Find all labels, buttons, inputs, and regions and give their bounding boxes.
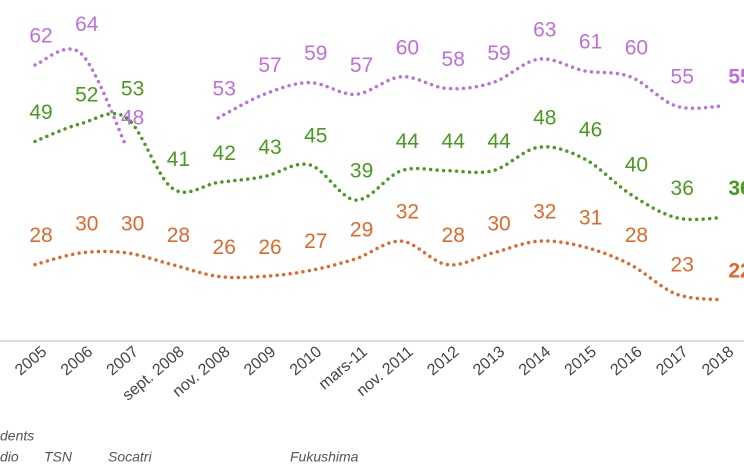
x-tick-label: 2012 <box>424 343 462 379</box>
value-label: 46 <box>579 118 602 141</box>
x-tick-label: 2013 <box>470 343 508 379</box>
series-line <box>33 239 724 302</box>
annotation: Fukushima <box>290 449 359 465</box>
value-label: 44 <box>442 130 466 153</box>
value-label: 28 <box>625 224 648 247</box>
value-label: 39 <box>350 160 373 183</box>
x-tick-label: 2017 <box>653 343 691 379</box>
value-label: 32 <box>533 201 556 224</box>
value-label: 61 <box>579 30 602 53</box>
value-label: 57 <box>350 54 373 77</box>
value-label: 32 <box>396 201 419 224</box>
value-label: 22 <box>728 259 744 282</box>
value-label: 64 <box>75 13 99 36</box>
x-tick-label: 2006 <box>58 343 96 379</box>
value-label: 52 <box>75 83 98 106</box>
x-tick-label: 2018 <box>699 343 737 379</box>
value-label: 45 <box>304 124 327 147</box>
value-label: 30 <box>75 212 98 235</box>
value-label: 30 <box>121 212 144 235</box>
value-label: 59 <box>304 42 327 65</box>
value-label: 44 <box>396 130 420 153</box>
value-label: 28 <box>442 224 465 247</box>
value-label: 30 <box>487 212 510 235</box>
value-label: 60 <box>625 36 648 59</box>
value-label: 58 <box>442 48 465 71</box>
value-label: 55 <box>728 66 744 89</box>
value-label: 48 <box>533 107 556 130</box>
series-line <box>216 57 724 120</box>
value-label: 31 <box>579 207 602 230</box>
x-tick-label: 2014 <box>516 343 554 379</box>
value-label: 43 <box>258 136 281 159</box>
value-label: 36 <box>728 177 744 200</box>
x-tick-label: 2009 <box>241 343 279 379</box>
value-label: 55 <box>671 66 694 89</box>
annotation: dio <box>0 449 19 465</box>
value-label: 23 <box>671 254 694 277</box>
value-label: 27 <box>304 230 327 253</box>
value-label: 29 <box>350 218 373 241</box>
x-tick-label: 2016 <box>607 343 645 379</box>
value-label: 53 <box>213 77 236 100</box>
annotation: Socatri <box>108 449 152 465</box>
x-tick-label: 2015 <box>562 343 600 379</box>
value-label: 26 <box>213 236 236 259</box>
value-label: 48 <box>121 107 144 130</box>
value-label: 42 <box>213 142 236 165</box>
value-label: 28 <box>29 224 52 247</box>
value-label: 49 <box>29 101 52 124</box>
value-label: 36 <box>671 177 694 200</box>
series-line <box>33 111 724 222</box>
x-tick-label: 2005 <box>12 343 50 379</box>
x-tick-label: 2010 <box>287 343 325 379</box>
value-label: 41 <box>167 148 190 171</box>
value-label: 28 <box>167 224 190 247</box>
value-label: 44 <box>487 130 511 153</box>
value-label: 40 <box>625 154 648 177</box>
x-tick-label: 2007 <box>104 343 142 379</box>
value-label: 59 <box>487 42 510 65</box>
value-label: 57 <box>258 54 281 77</box>
value-label: 26 <box>258 236 281 259</box>
value-label: 63 <box>533 19 556 42</box>
annotation: TSN <box>44 449 73 465</box>
value-label: 60 <box>396 36 419 59</box>
value-label: 53 <box>121 77 144 100</box>
value-label: 62 <box>29 25 52 48</box>
annotation: dents <box>0 428 34 444</box>
